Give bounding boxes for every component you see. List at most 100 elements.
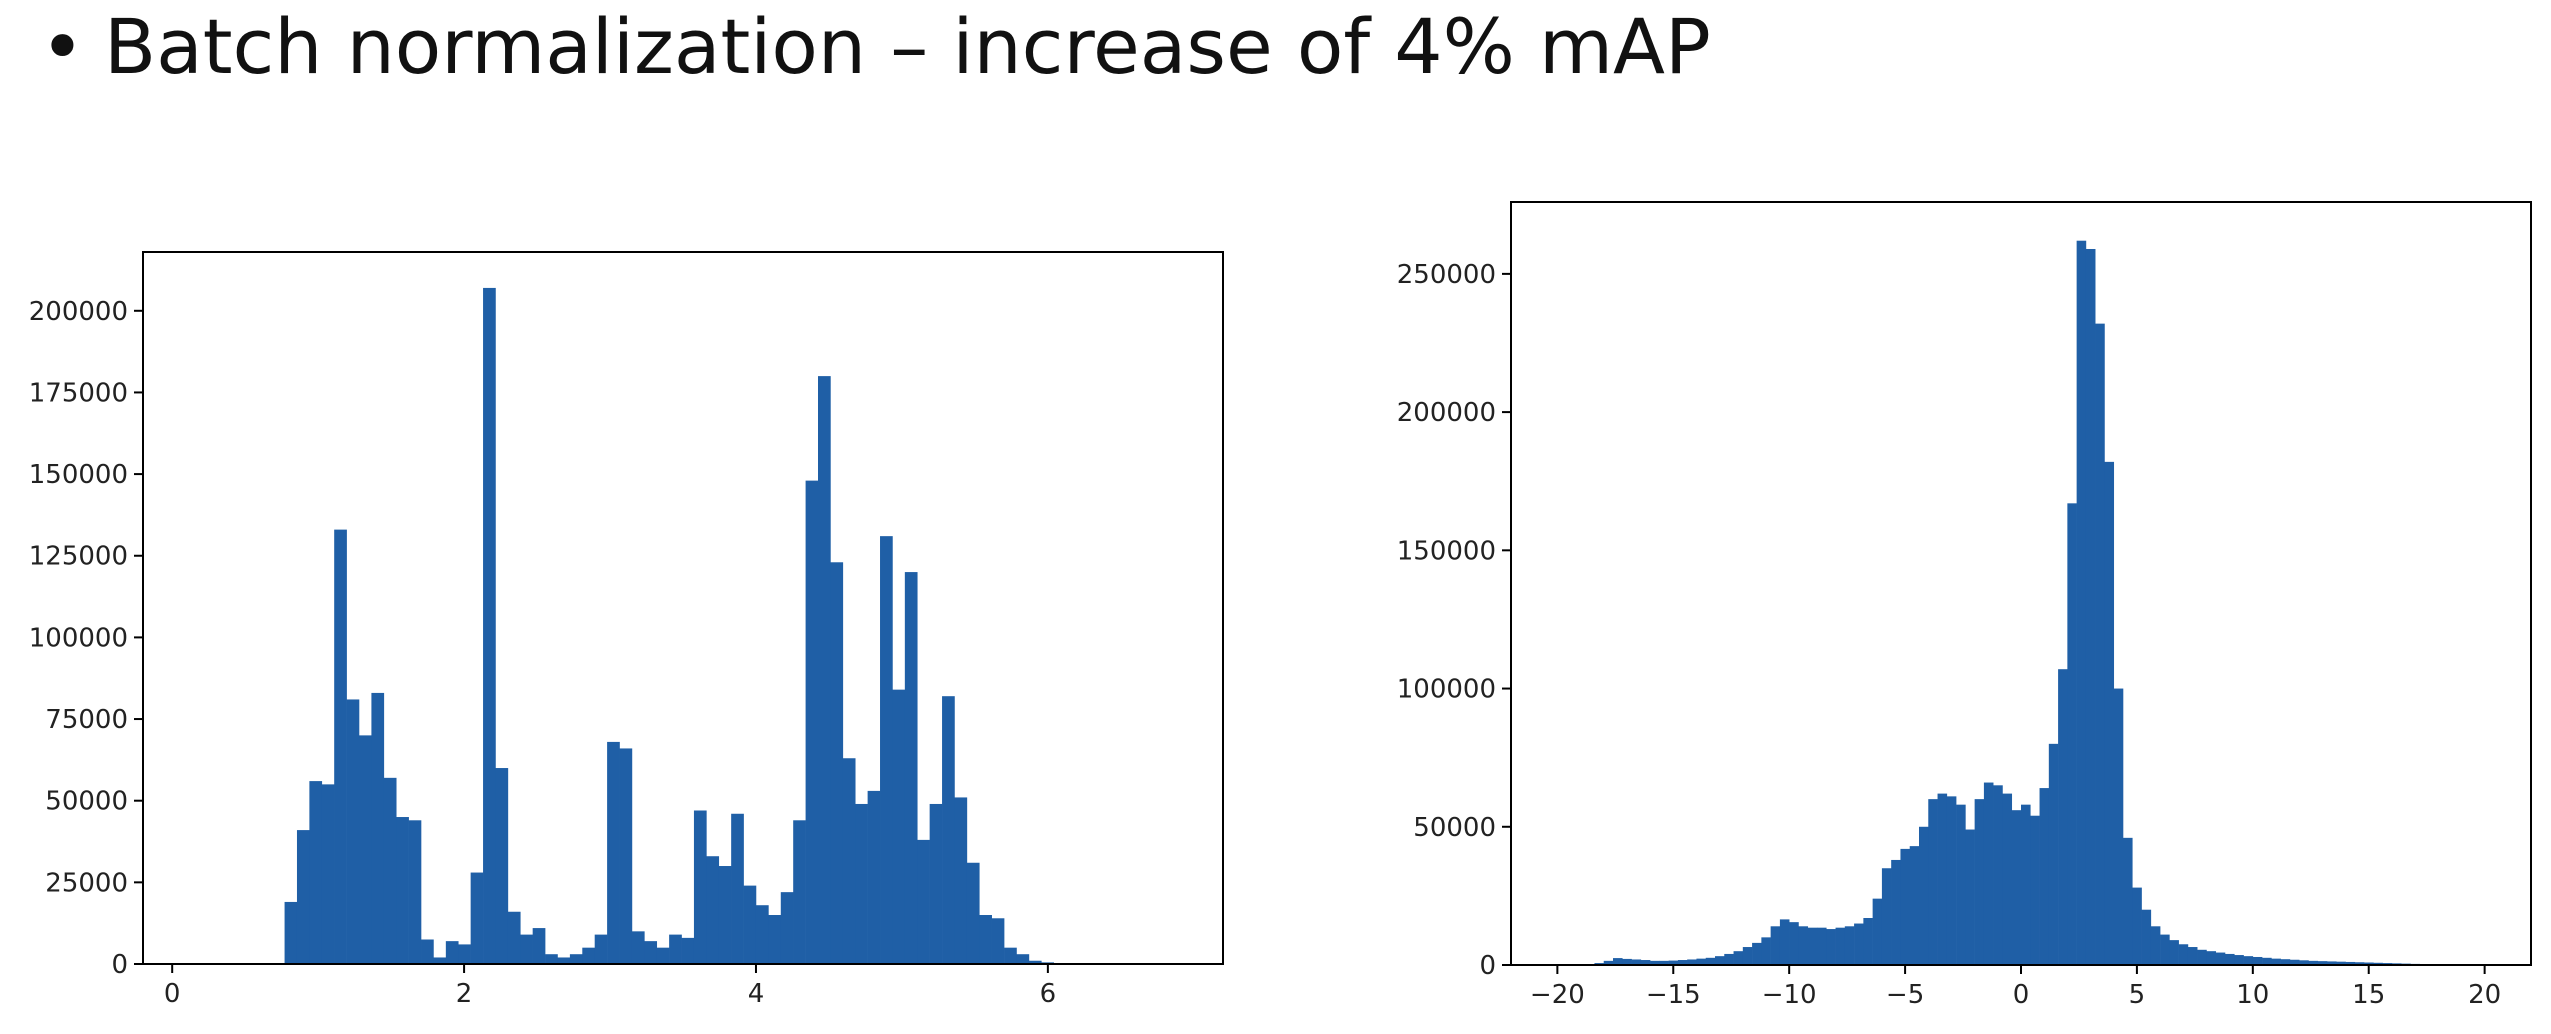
left-histogram-bar (693, 810, 707, 964)
right-histogram-x-tick-label: −20 (1530, 980, 1585, 1010)
right-histogram-bar (2123, 837, 2133, 965)
right-histogram-bar (2225, 953, 2235, 965)
right-histogram-y-tick-label: 0 (1479, 951, 1496, 981)
right-histogram-bar (2169, 940, 2179, 965)
left-histogram-bar (706, 856, 720, 964)
left-histogram-y-tick-label: 175000 (29, 378, 128, 408)
left-histogram-bar (520, 934, 533, 964)
right-histogram-bar (2030, 815, 2040, 965)
left-histogram-bar (371, 692, 385, 964)
left-histogram-bar (867, 790, 881, 964)
right-histogram-bar (2243, 956, 2254, 965)
left-histogram-bar (880, 536, 893, 964)
left-histogram-bar (768, 915, 782, 964)
right-histogram-bar (2308, 960, 2319, 965)
left-histogram-bar (942, 696, 955, 964)
left-histogram-bar (718, 866, 732, 964)
right-histogram-bar (2280, 959, 2291, 965)
right-histogram-bar (2058, 669, 2068, 965)
right-histogram-bar (1974, 799, 1985, 965)
right-histogram-bar (1789, 922, 1799, 965)
right-histogram-bar (2252, 956, 2263, 965)
left-histogram-bar (334, 529, 347, 964)
right-histogram-y-tick-label: 100000 (1397, 675, 1496, 705)
right-histogram-bar (2039, 788, 2050, 965)
right-histogram-bar (1779, 919, 1790, 965)
left-histogram-bar (433, 957, 447, 964)
right-histogram-x-tick-label: −10 (1762, 980, 1817, 1010)
right-histogram-bar (2132, 887, 2142, 965)
right-histogram-bar (2150, 926, 2161, 965)
right-histogram-bar (2262, 957, 2272, 965)
right-histogram-bar (2160, 934, 2170, 965)
left-histogram-bar (483, 287, 496, 964)
left-histogram-bar (296, 830, 310, 964)
right-histogram-bar (1844, 926, 1855, 965)
left-histogram-y-tick-label: 50000 (45, 787, 128, 817)
right-histogram-bar (2327, 961, 2337, 965)
left-histogram-bar (793, 820, 806, 964)
left-histogram-bar (284, 901, 298, 964)
left-histogram-bar (892, 689, 906, 964)
left-histogram-bar (979, 915, 992, 964)
left-histogram-bar (619, 748, 633, 964)
right-histogram-bar (2215, 952, 2226, 965)
slide-title: • Batch normalization – increase of 4% m… (40, 2, 1711, 91)
left-histogram-bar (1016, 954, 1030, 964)
left-histogram-x-tick-label: 0 (164, 979, 181, 1009)
right-histogram-y-tick-label: 250000 (1397, 260, 1496, 290)
left-histogram-bar (594, 934, 608, 964)
right-histogram-bar (1928, 799, 1938, 965)
left-histogram-bar (445, 941, 459, 964)
left-histogram-bar (309, 781, 323, 964)
right-histogram-y-tick-label: 150000 (1397, 536, 1496, 566)
right-histogram-bar (1603, 960, 1614, 965)
right-histogram-bar (1956, 804, 1966, 965)
right-histogram-bar (2048, 743, 2059, 965)
right-histogram-bar (1631, 959, 1642, 965)
left-histogram-bar (1004, 947, 1017, 964)
right-histogram-bar (1909, 846, 1920, 965)
left-histogram-y-tick-label: 0 (111, 950, 128, 980)
left-histogram-bar (421, 939, 434, 964)
right-histogram-bar (1659, 960, 1669, 965)
left-histogram-bar (408, 820, 422, 964)
left-histogram-y-tick-label: 75000 (45, 705, 128, 735)
left-histogram-y-tick-label: 25000 (45, 868, 128, 898)
right-histogram-x-tick-label: −5 (1886, 980, 1924, 1010)
right-histogram-x-tick-label: 0 (2013, 980, 2030, 1010)
right-histogram-bar (1891, 859, 1901, 965)
right-histogram-bar (1900, 848, 1911, 965)
right-histogram-y-tick-label: 50000 (1413, 813, 1496, 843)
left-histogram-y-tick-label: 150000 (29, 460, 128, 490)
left-histogram-bar (929, 803, 943, 964)
right-histogram-y-tick-label: 200000 (1397, 398, 1496, 428)
right-histogram-bar (2354, 962, 2365, 965)
right-histogram-x-tick-label: 10 (2236, 980, 2269, 1010)
left-histogram-bar (991, 918, 1005, 964)
left-histogram-bar (904, 572, 918, 964)
right-histogram-bar (1705, 957, 1716, 965)
right-histogram-bar (1798, 926, 1809, 965)
left-histogram-bar (1028, 960, 1042, 964)
left-histogram-x-tick-label: 4 (748, 979, 765, 1009)
left-histogram-bar (557, 957, 571, 964)
right-histogram-bar (1817, 927, 1827, 965)
right-histogram-bar (1622, 958, 1632, 965)
right-histogram-bar (1881, 868, 1892, 965)
left-histogram-bar (966, 862, 980, 964)
left-histogram-bar (631, 931, 645, 964)
right-histogram-bar (1696, 958, 1707, 965)
right-histogram-bar (2104, 461, 2115, 965)
right-histogram-bar (1640, 960, 1651, 965)
left-histogram-bar (396, 817, 409, 964)
left-histogram-bar (569, 954, 583, 964)
right-histogram-bar (2289, 959, 2300, 965)
right-histogram-bar (2067, 503, 2077, 965)
left-histogram-bar (818, 376, 831, 964)
right-histogram-bar (2197, 949, 2207, 965)
left-histogram-bar (545, 954, 558, 964)
right-histogram-bar (1965, 829, 1975, 965)
left-histogram-bar (830, 562, 844, 964)
bullet-marker: • (40, 2, 85, 91)
